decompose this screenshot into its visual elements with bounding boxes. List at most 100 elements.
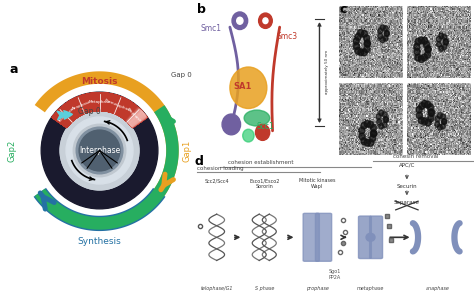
Text: Gap 0: Gap 0 (171, 72, 191, 78)
Circle shape (353, 38, 359, 45)
Text: cohesin removal: cohesin removal (393, 154, 438, 159)
Wedge shape (127, 108, 144, 125)
Wedge shape (52, 93, 147, 128)
Circle shape (263, 18, 268, 23)
Wedge shape (52, 93, 147, 128)
Text: Scc1: Scc1 (256, 122, 274, 131)
Wedge shape (127, 109, 144, 125)
Circle shape (76, 127, 123, 174)
Circle shape (359, 133, 365, 140)
Circle shape (60, 111, 139, 190)
Text: anaphase: anaphase (426, 286, 449, 291)
Text: Synthesis: Synthesis (78, 237, 121, 246)
Circle shape (380, 25, 385, 30)
Circle shape (437, 42, 441, 47)
Text: prophase: prophase (306, 286, 329, 291)
Circle shape (415, 54, 421, 61)
Text: Interphase: Interphase (79, 146, 120, 155)
Circle shape (440, 114, 446, 119)
Wedge shape (41, 92, 158, 209)
Circle shape (435, 116, 440, 122)
Wedge shape (128, 110, 145, 126)
Circle shape (259, 13, 272, 28)
Circle shape (355, 33, 361, 40)
Circle shape (443, 39, 448, 45)
Wedge shape (52, 93, 147, 128)
Circle shape (73, 124, 126, 177)
Circle shape (383, 117, 388, 123)
Text: a: a (9, 63, 18, 76)
Text: S phase: S phase (255, 286, 274, 291)
Wedge shape (52, 93, 147, 128)
Text: cohesion loading: cohesion loading (197, 166, 244, 171)
Wedge shape (128, 109, 145, 126)
FancyBboxPatch shape (370, 216, 383, 259)
Circle shape (424, 41, 430, 48)
Circle shape (435, 122, 440, 127)
Wedge shape (52, 93, 147, 128)
Wedge shape (52, 93, 147, 128)
Circle shape (421, 100, 428, 107)
Wedge shape (52, 93, 147, 128)
Circle shape (222, 114, 240, 135)
Text: Scc2/Scc4: Scc2/Scc4 (204, 178, 229, 183)
Wedge shape (52, 93, 147, 128)
Circle shape (425, 119, 431, 126)
Text: Prophase: Prophase (125, 107, 142, 123)
Circle shape (367, 121, 374, 128)
Wedge shape (52, 93, 147, 128)
Circle shape (355, 48, 361, 54)
FancyBboxPatch shape (303, 213, 319, 261)
Circle shape (438, 125, 442, 130)
Text: Gap 0: Gap 0 (78, 107, 101, 116)
Wedge shape (127, 108, 144, 125)
Circle shape (442, 44, 447, 50)
Circle shape (415, 38, 421, 45)
Wedge shape (52, 93, 147, 128)
Circle shape (425, 46, 431, 53)
Wedge shape (128, 109, 145, 125)
Wedge shape (52, 93, 147, 128)
Text: SA1: SA1 (234, 82, 252, 91)
Circle shape (438, 113, 442, 118)
Text: c: c (339, 3, 346, 16)
Text: telophase/G1: telophase/G1 (201, 286, 233, 291)
Circle shape (364, 46, 370, 52)
Circle shape (419, 56, 424, 63)
Circle shape (354, 42, 359, 49)
Circle shape (82, 133, 117, 168)
Circle shape (382, 112, 387, 117)
Circle shape (237, 17, 243, 24)
Circle shape (66, 117, 133, 184)
Text: Sgo1
PP2A: Sgo1 PP2A (328, 269, 341, 280)
Wedge shape (52, 93, 147, 128)
Text: Metaphase: Metaphase (88, 100, 111, 104)
Wedge shape (52, 93, 147, 128)
Circle shape (440, 123, 445, 129)
Circle shape (358, 29, 364, 36)
Circle shape (371, 130, 376, 137)
Circle shape (436, 36, 441, 42)
Circle shape (368, 139, 374, 146)
Circle shape (416, 106, 422, 113)
Wedge shape (52, 93, 147, 128)
Circle shape (378, 33, 383, 39)
Circle shape (380, 37, 385, 43)
Circle shape (425, 51, 430, 58)
Wedge shape (52, 93, 147, 128)
Wedge shape (52, 93, 147, 128)
Ellipse shape (244, 110, 270, 126)
Wedge shape (52, 93, 147, 128)
Circle shape (438, 46, 444, 51)
Circle shape (419, 103, 425, 110)
Circle shape (365, 40, 370, 47)
Circle shape (442, 34, 447, 40)
Text: Smc1: Smc1 (200, 24, 221, 33)
Circle shape (382, 122, 387, 128)
Wedge shape (52, 93, 147, 128)
Circle shape (428, 109, 435, 116)
Circle shape (365, 40, 370, 47)
Wedge shape (129, 112, 147, 128)
Circle shape (371, 124, 376, 131)
Text: Gap2: Gap2 (8, 139, 17, 162)
